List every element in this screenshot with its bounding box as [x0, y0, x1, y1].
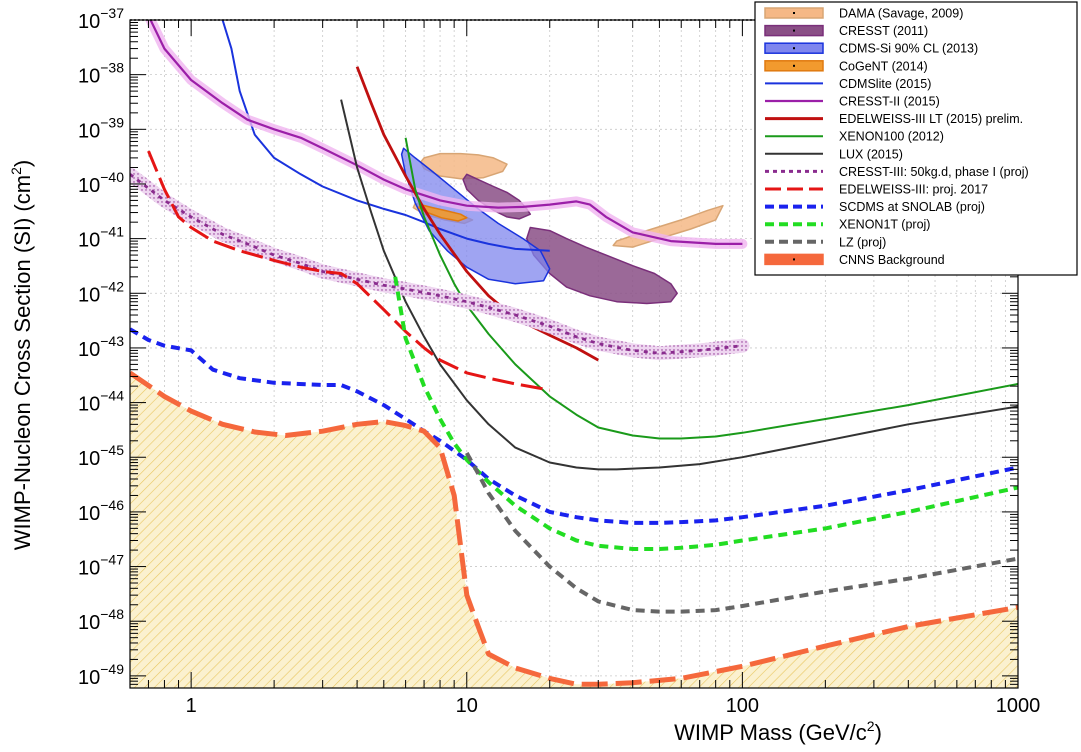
region-cdms-si-90-cl-2013-	[400, 147, 551, 285]
y-tick-label-exponent: −43	[100, 333, 124, 349]
legend-item: SCDMS at SNOLAB (proj)	[765, 200, 985, 214]
series-lux-2015-	[340, 99, 1018, 471]
y-tick-label-base: 10	[78, 558, 100, 580]
legend-label: XENON1T (proj)	[839, 218, 930, 232]
y-tick-label: 10−44	[78, 388, 124, 416]
series-cresst-ii-2015-	[149, 20, 743, 245]
axes: 1 10 100 100010−3710−3810−3910−4010−4110−42…	[78, 5, 1040, 717]
y-tick-label-base: 10	[78, 284, 100, 306]
legend-label: CRESST (2011)	[839, 24, 928, 38]
y-tick-label-exponent: −44	[100, 388, 124, 404]
x-tick-label: 1000	[996, 695, 1041, 717]
legend-label: CNNS Background	[839, 253, 945, 267]
legend-label: LZ (proj)	[839, 235, 886, 249]
legend-item: LUX (2015)	[765, 147, 903, 161]
x-tick-label: 10	[456, 695, 478, 717]
y-tick-label: 10−37	[78, 5, 124, 33]
y-tick-label-base: 10	[78, 503, 100, 525]
legend-item: CRESST (2011)	[764, 24, 928, 38]
series-cdmslite-2015-	[221, 20, 550, 252]
x-tick-label: 1	[186, 695, 197, 717]
y-tick-label: 10−48	[78, 606, 124, 634]
y-tick-label: 10−39	[78, 114, 124, 142]
legend-item: CRESST-III: 50kg.d, phase I (proj)	[765, 165, 1029, 179]
legend-label: EDELWEISS-III LT (2015) prelim.	[839, 112, 1023, 126]
y-tick-label-base: 10	[78, 448, 100, 470]
y-tick-label-base: 10	[78, 667, 100, 689]
legend-label: LUX (2015)	[839, 147, 903, 161]
legend-label: DAMA (Savage, 2009)	[839, 7, 963, 21]
x-axis-title: WIMP Mass (GeV/c2)	[674, 718, 882, 745]
y-tick-label-base: 10	[78, 120, 100, 142]
legend-label: CRESST-II (2015)	[839, 95, 940, 109]
y-tick-label-base: 10	[78, 612, 100, 634]
legend-item: CRESST-II (2015)	[765, 95, 940, 109]
y-tick-label-base: 10	[78, 175, 100, 197]
series-edelweiss-iii-lt-2015-prelim-	[355, 66, 599, 362]
y-tick-label-exponent: −41	[100, 224, 124, 240]
y-tick-label-base: 10	[78, 11, 100, 33]
series-edelweiss-iii-proj-2017	[147, 150, 550, 392]
y-tick-label-exponent: −48	[100, 606, 124, 622]
series-cnns-background	[130, 370, 1018, 687]
y-axis-title: WIMP-Nucleon Cross Section (SI) (cm2)	[8, 160, 35, 550]
legend-item: CDMS-Si 90% CL (2013)	[764, 42, 978, 56]
y-tick-label-base: 10	[78, 66, 100, 88]
y-tick-label: 10−47	[78, 552, 124, 580]
legend-item: EDELWEISS-III: proj. 2017	[765, 183, 988, 197]
legend-item: XENON1T (proj)	[765, 218, 930, 232]
y-tick-label-exponent: −42	[100, 278, 124, 294]
y-tick-label: 10−46	[78, 497, 124, 525]
legend-item: EDELWEISS-III LT (2015) prelim.	[765, 112, 1023, 126]
y-tick-label-exponent: −45	[100, 442, 124, 458]
plot-content	[130, 20, 1018, 688]
y-tick-label: 10−40	[78, 169, 124, 197]
y-tick-label-exponent: −38	[100, 60, 124, 76]
legend-label: XENON100 (2012)	[839, 130, 944, 144]
cnns-background-region	[130, 372, 1018, 688]
y-tick-label-base: 10	[78, 339, 100, 361]
y-tick-label: 10−49	[78, 661, 124, 689]
legend-item: CoGeNT (2014)	[764, 59, 928, 73]
legend-label: CoGeNT (2014)	[839, 59, 928, 73]
series-scdms-at-snolab-proj-	[130, 327, 1018, 525]
y-tick-label-exponent: −49	[100, 661, 124, 677]
legend-item: CDMSlite (2015)	[765, 77, 931, 91]
legend-item: CNNS Background	[764, 253, 945, 267]
y-tick-label-exponent: −37	[100, 5, 124, 21]
legend-label: CDMS-Si 90% CL (2013)	[839, 42, 978, 56]
legend-label: EDELWEISS-III: proj. 2017	[839, 183, 988, 197]
y-tick-label-exponent: −47	[100, 552, 124, 568]
series-xenon100-2012-	[404, 137, 1018, 440]
legend-item: DAMA (Savage, 2009)	[764, 7, 963, 21]
legend: DAMA (Savage, 2009) CRESST (2011) CDMS-Si …	[754, 1, 1078, 276]
series-xenon1t-proj-	[393, 276, 1018, 551]
y-tick-label-base: 10	[78, 230, 100, 252]
y-tick-label-exponent: −46	[100, 497, 124, 513]
legend-item: LZ (proj)	[765, 235, 886, 249]
legend-label: SCDMS at SNOLAB (proj)	[839, 200, 985, 214]
y-tick-label-exponent: −40	[100, 169, 124, 185]
y-tick-label: 10−42	[78, 278, 124, 306]
y-tick-label-base: 10	[78, 394, 100, 416]
x-tick-label: 100	[726, 695, 759, 717]
y-tick-label: 10−45	[78, 442, 124, 470]
legend-item: XENON100 (2012)	[765, 130, 944, 144]
legend-label: CDMSlite (2015)	[839, 77, 931, 91]
y-tick-label: 10−43	[78, 333, 124, 361]
y-tick-label: 10−41	[78, 224, 124, 252]
band-cresst-iii-50kg-d-phase-i-proj-	[130, 167, 750, 361]
region-cogent-2014-	[418, 203, 468, 222]
series-lz-proj-	[465, 451, 1018, 614]
legend-label: CRESST-III: 50kg.d, phase I (proj)	[839, 165, 1029, 179]
y-tick-label-exponent: −39	[100, 114, 124, 130]
y-tick-label: 10−38	[78, 60, 124, 88]
